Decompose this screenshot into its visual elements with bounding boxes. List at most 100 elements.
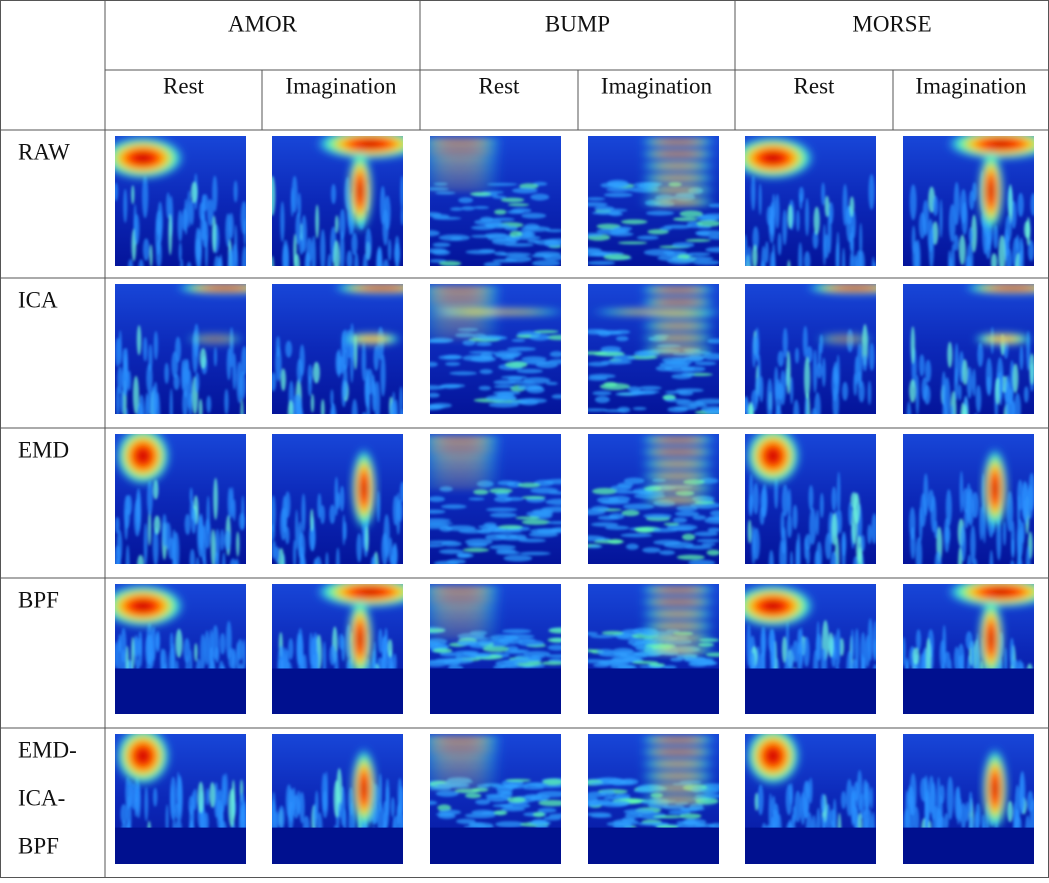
band bbox=[638, 748, 718, 756]
blob bbox=[427, 393, 440, 398]
funnel bbox=[982, 447, 1008, 531]
blob bbox=[157, 201, 163, 243]
blob bbox=[632, 661, 658, 664]
scalogram bbox=[270, 734, 405, 864]
blob bbox=[504, 555, 533, 562]
funnel bbox=[978, 597, 1004, 681]
blob bbox=[821, 182, 825, 205]
blob bbox=[494, 810, 507, 815]
blob bbox=[291, 187, 294, 216]
blob bbox=[496, 551, 520, 555]
blob bbox=[868, 174, 874, 210]
blob bbox=[489, 545, 516, 550]
scalogram bbox=[731, 584, 879, 714]
blob bbox=[300, 546, 305, 579]
blob bbox=[607, 821, 632, 826]
blob bbox=[495, 660, 518, 667]
blob bbox=[804, 251, 810, 271]
blob bbox=[179, 242, 182, 261]
band bbox=[638, 484, 718, 492]
blob bbox=[449, 371, 477, 375]
blob bbox=[954, 182, 960, 225]
blob bbox=[295, 393, 301, 421]
blob bbox=[295, 212, 300, 244]
blob bbox=[1026, 545, 1031, 579]
blob bbox=[793, 505, 798, 530]
band bbox=[638, 322, 718, 330]
blob bbox=[916, 629, 921, 651]
blob bbox=[131, 185, 134, 204]
background bbox=[430, 284, 561, 414]
blob bbox=[400, 482, 406, 502]
blob bbox=[664, 523, 679, 526]
blob bbox=[958, 384, 962, 400]
blob bbox=[492, 196, 506, 199]
blob bbox=[804, 357, 810, 399]
blob bbox=[380, 186, 386, 225]
blob bbox=[797, 533, 801, 575]
scalogram bbox=[269, 434, 405, 594]
band bbox=[638, 198, 718, 206]
band bbox=[415, 736, 505, 744]
band bbox=[415, 754, 505, 762]
blob bbox=[586, 812, 611, 816]
blob bbox=[170, 388, 173, 428]
blob bbox=[1029, 353, 1034, 384]
blob bbox=[861, 535, 865, 552]
blob bbox=[621, 533, 653, 537]
blob bbox=[803, 326, 808, 358]
blob bbox=[371, 557, 375, 577]
blob bbox=[478, 525, 498, 529]
blob bbox=[485, 794, 503, 798]
blob bbox=[315, 204, 319, 238]
blob bbox=[308, 375, 312, 396]
blob bbox=[976, 385, 982, 413]
band bbox=[638, 174, 718, 182]
blob bbox=[954, 368, 958, 401]
spot bbox=[115, 726, 171, 786]
band bbox=[415, 183, 505, 191]
blob bbox=[212, 216, 216, 253]
scalogram bbox=[577, 584, 726, 714]
blob bbox=[831, 486, 836, 511]
blob bbox=[426, 638, 448, 645]
blob bbox=[121, 628, 127, 663]
blob bbox=[916, 375, 919, 415]
blob bbox=[947, 777, 954, 820]
blob bbox=[774, 366, 778, 401]
blob bbox=[999, 370, 1003, 405]
blob bbox=[224, 389, 228, 415]
blob bbox=[131, 637, 134, 672]
blob bbox=[149, 649, 154, 667]
blob bbox=[518, 640, 544, 646]
blob bbox=[505, 256, 531, 263]
blob bbox=[439, 384, 461, 388]
blob bbox=[969, 791, 973, 815]
band bbox=[332, 282, 432, 294]
band bbox=[415, 472, 505, 480]
blob bbox=[998, 235, 1005, 275]
blob bbox=[829, 202, 834, 224]
blob bbox=[1017, 495, 1020, 528]
blob bbox=[606, 188, 631, 192]
blob bbox=[485, 223, 509, 229]
band bbox=[415, 613, 505, 621]
blob bbox=[269, 524, 275, 541]
blob bbox=[916, 537, 922, 574]
blob bbox=[592, 391, 611, 395]
blob bbox=[465, 539, 493, 546]
band bbox=[415, 595, 505, 603]
blob bbox=[697, 539, 720, 543]
blob bbox=[841, 531, 846, 556]
blob bbox=[458, 197, 473, 203]
blob bbox=[622, 510, 640, 516]
blob bbox=[548, 628, 571, 634]
blob bbox=[232, 243, 239, 278]
blob bbox=[419, 544, 444, 547]
blob bbox=[611, 485, 632, 490]
blob bbox=[967, 243, 974, 278]
band bbox=[415, 331, 505, 339]
blob bbox=[417, 404, 444, 410]
blob bbox=[313, 362, 320, 384]
blob bbox=[285, 341, 292, 358]
